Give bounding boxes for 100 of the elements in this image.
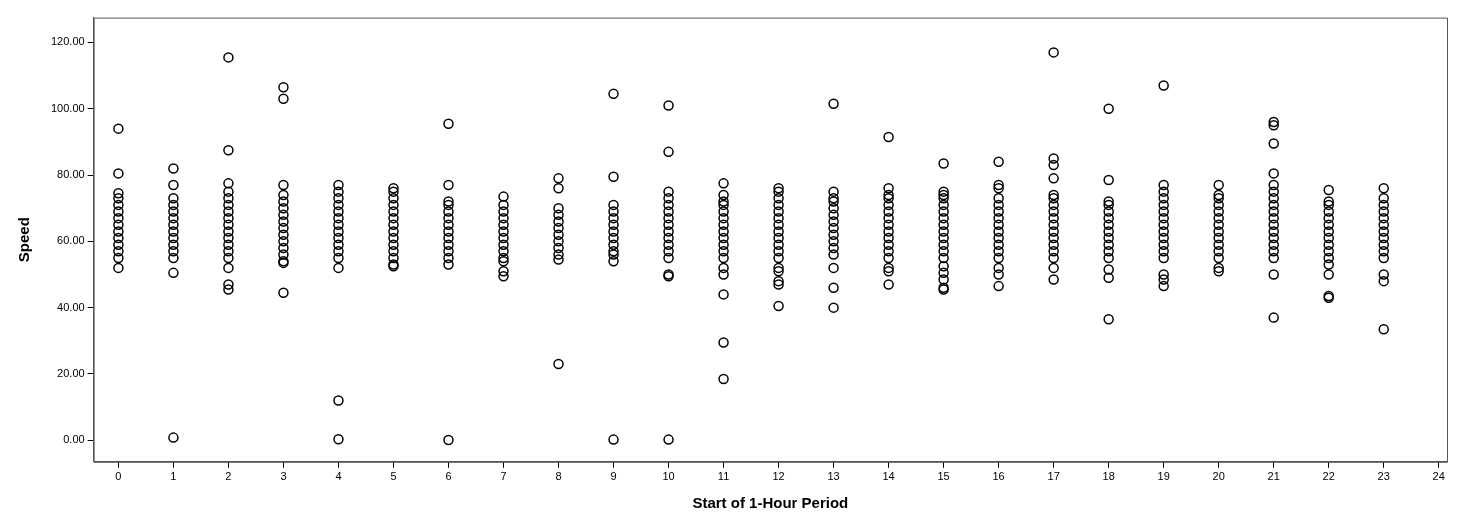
y-tick-label: 40.00 [57,300,85,313]
point [498,246,509,257]
point [773,275,784,287]
point [938,212,949,224]
point [828,236,839,247]
y-tick-label: 0.00 [63,433,85,446]
point [1158,252,1169,264]
point [718,212,729,224]
point [1103,314,1114,325]
point [278,189,289,201]
point [663,206,674,217]
y-tick-label: 80.00 [57,168,85,181]
point [1213,219,1224,231]
point [883,219,894,231]
point [278,179,289,191]
point [1158,239,1169,250]
point [663,146,674,158]
point [333,262,344,274]
point [938,193,949,204]
point [718,226,729,237]
point [113,232,124,244]
x-tick-label: 23 [1377,470,1390,483]
point [608,88,619,100]
point [718,232,729,244]
point [113,246,124,257]
point [993,280,1004,292]
point [718,189,729,201]
point [993,183,1004,194]
point [773,252,784,264]
point [168,239,179,250]
point [993,246,1004,257]
point [883,239,894,250]
point [1323,212,1334,224]
point [828,209,839,221]
point [773,239,784,250]
point [938,189,949,201]
point [113,252,124,264]
point [993,179,1004,191]
point [223,212,234,224]
point [113,206,124,217]
point [278,209,289,221]
point [553,358,564,370]
point [443,219,454,231]
point [1378,226,1389,237]
point [443,199,454,211]
point [1323,206,1334,217]
point [1048,226,1059,237]
point [663,246,674,257]
point [1048,232,1059,244]
point [883,131,894,143]
point [333,186,344,197]
point [443,252,454,264]
point [1268,246,1279,257]
point [1268,206,1279,217]
point [1213,239,1224,250]
point [223,178,234,189]
point [113,199,124,211]
x-tick-label: 0 [115,470,122,483]
point [1048,199,1059,211]
point [663,239,674,250]
x-tick-label: 1 [170,470,177,483]
point [828,242,839,254]
point [168,232,179,244]
point [883,252,894,264]
x-tick-label: 10 [662,470,675,483]
point [718,239,729,250]
point [828,216,839,227]
point [993,226,1004,237]
point [1323,259,1334,270]
point [828,262,839,274]
point [553,254,564,265]
point [113,212,124,224]
x-tick-label: 18 [1102,470,1115,483]
point [1323,246,1334,257]
point [718,196,729,207]
point [1158,246,1169,257]
point [993,199,1004,211]
point [718,337,729,348]
point [498,206,509,217]
point [1158,206,1169,217]
point [608,219,619,231]
point [278,287,289,298]
point [1323,269,1334,280]
point [223,219,234,231]
point [333,239,344,250]
point [333,226,344,237]
point [553,216,564,227]
point [718,252,729,264]
point [1048,274,1059,285]
point [223,206,234,217]
point [113,239,124,250]
point [1213,199,1224,211]
point [883,189,894,201]
point [608,232,619,244]
point [938,239,949,250]
point [993,269,1004,280]
point [938,260,949,272]
point [938,226,949,237]
x-tick-label: 5 [390,470,397,483]
point [388,219,399,231]
